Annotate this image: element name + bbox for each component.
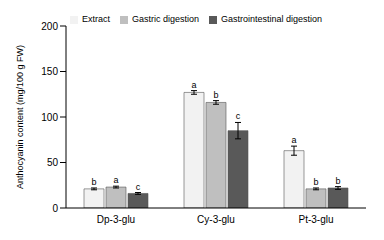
svg-text:c: c xyxy=(136,182,141,192)
svg-text:200: 200 xyxy=(41,21,58,32)
svg-text:100: 100 xyxy=(41,112,58,123)
svg-text:Pt-3-glu: Pt-3-glu xyxy=(298,214,333,225)
svg-text:a: a xyxy=(191,80,196,90)
html-text:Gastric digestion: Gastric digestion xyxy=(132,14,199,24)
svg-text:b: b xyxy=(213,90,218,100)
svg-text:b: b xyxy=(335,176,340,186)
html-text:Gastrointestinal digestion: Gastrointestinal digestion xyxy=(221,14,323,24)
svg-text:b: b xyxy=(313,177,318,187)
svg-text:Anthocyanin content (mg/100 g: Anthocyanin content (mg/100 g FW) xyxy=(15,45,25,189)
svg-text:b: b xyxy=(91,177,96,187)
svg-text:0: 0 xyxy=(52,203,58,214)
svg-text:Cy-3-glu: Cy-3-glu xyxy=(197,214,235,225)
svg-text:c: c xyxy=(236,111,241,121)
svg-text:a: a xyxy=(113,175,118,185)
svg-text:a: a xyxy=(291,135,296,145)
svg-text:150: 150 xyxy=(41,66,58,77)
html-text:Extract: Extract xyxy=(82,14,110,24)
svg-text:Dp-3-glu: Dp-3-glu xyxy=(97,214,135,225)
svg-text:50: 50 xyxy=(47,157,59,168)
